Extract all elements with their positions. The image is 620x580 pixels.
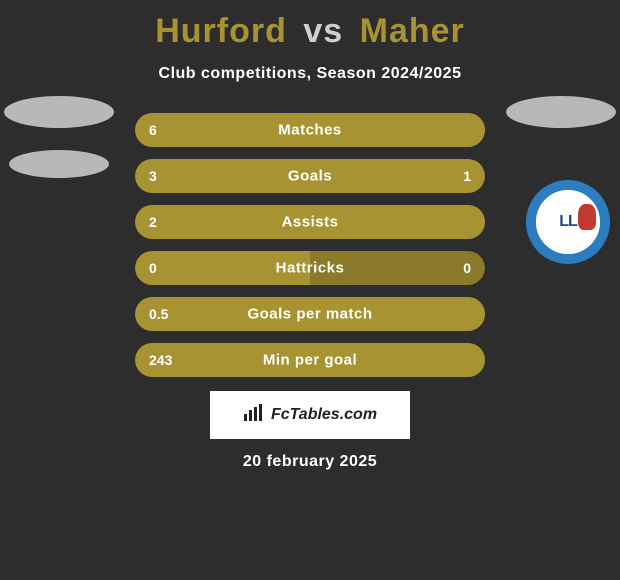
fctables-label: FcTables.com [271,406,377,424]
stat-value-left: 243 [149,352,172,368]
club-badge-text: LL [559,213,577,231]
title-player-left: Hurford [155,12,287,50]
comparison-title: Hurford vs Maher [0,0,620,51]
club-badge-inner: LL [536,190,600,254]
stat-label: Goals [135,168,485,185]
stat-label: Goals per match [135,306,485,323]
subtitle: Club competitions, Season 2024/2025 [0,65,620,83]
player-left-avatar [4,96,114,206]
avatar-placeholder-shape [9,150,109,178]
avatar-placeholder-shape [4,96,114,128]
comparison-date: 20 february 2025 [0,453,620,471]
stat-label: Min per goal [135,352,485,369]
avatar-placeholder-shape [506,96,616,128]
stat-row: Min per goal243 [135,343,485,377]
stat-row: Hattricks0 0 [135,251,485,285]
stat-row: Matches6 [135,113,485,147]
stat-value-left: 6 [149,122,157,138]
stat-value-left: 2 [149,214,157,230]
stat-label: Matches [135,122,485,139]
fctables-logo: FcTables.com [210,391,410,439]
stat-value-left: 0.5 [149,306,168,322]
bar-chart-icon [243,404,265,427]
stat-label: Hattricks [135,260,485,277]
stat-value-right: 0 [463,260,471,276]
title-vs: vs [303,12,343,50]
comparison-bars: Matches6 Goals3 1 Assists2 Hattricks0 0 Goals … [135,113,485,377]
club-badge: LL [526,180,610,264]
stat-value-right: 1 [463,168,471,184]
stat-row: Goals3 1 [135,159,485,193]
stat-value-left: 3 [149,168,157,184]
stat-value-left: 0 [149,260,157,276]
title-player-right: Maher [360,12,465,50]
club-badge-accent-icon [578,204,596,230]
stat-row: Goals per match0.5 [135,297,485,331]
stat-label: Assists [135,214,485,231]
stat-row: Assists2 [135,205,485,239]
